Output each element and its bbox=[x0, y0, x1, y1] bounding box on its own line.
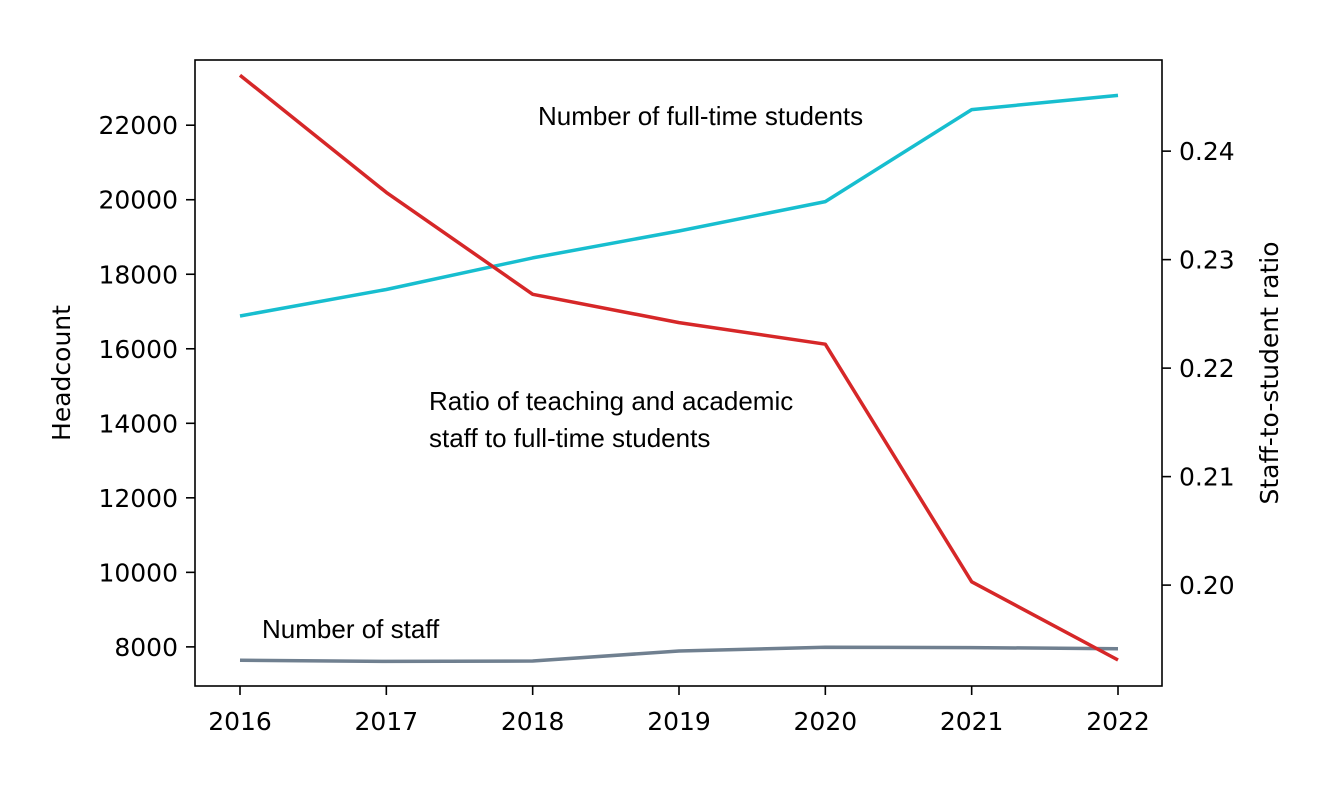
right-y-tick-label: 0.21 bbox=[1179, 463, 1235, 492]
left-y-tick-label: 14000 bbox=[98, 409, 178, 438]
series-line-number-of-staff bbox=[239, 645, 1119, 664]
left-y-axis-ticks: 8000 10000 12000 14000 16000 18000 20000 22000 bbox=[98, 111, 195, 662]
x-tick-label: 2018 bbox=[501, 707, 565, 736]
right-y-tick-label: 0.20 bbox=[1179, 571, 1235, 600]
x-tick-label: 2022 bbox=[1086, 707, 1150, 736]
annotation-students: Number of full-time students bbox=[538, 101, 863, 131]
left-y-tick-label: 18000 bbox=[98, 260, 178, 289]
annotation-staff: Number of staff bbox=[262, 614, 440, 644]
series-line-ratio-of-teaching-and-academic-staff-to-full-time-students bbox=[238, 73, 1119, 662]
x-tick-label: 2016 bbox=[208, 707, 272, 736]
series-layer bbox=[238, 73, 1119, 664]
left-y-tick-label: 12000 bbox=[98, 484, 178, 513]
left-y-tick-label: 16000 bbox=[98, 335, 178, 364]
series-line-number-of-full-time-students bbox=[239, 93, 1119, 318]
right-y-axis-ticks: 0.20 0.21 0.22 0.23 0.24 bbox=[1162, 137, 1235, 600]
right-axis-title: Staff-to-student ratio bbox=[1255, 242, 1284, 505]
left-axis-title: Headcount bbox=[47, 305, 76, 441]
annotation-ratio-line-1: Ratio of teaching and academic bbox=[429, 386, 793, 416]
right-y-tick-label: 0.22 bbox=[1179, 354, 1235, 383]
right-y-tick-label: 0.23 bbox=[1179, 246, 1235, 275]
right-y-tick-label: 0.24 bbox=[1179, 137, 1235, 166]
x-axis-ticks: 2016 2017 2018 2019 2020 2021 2022 bbox=[208, 686, 1150, 736]
annotation-ratio-line-2: staff to full-time students bbox=[429, 423, 710, 453]
left-y-tick-label: 8000 bbox=[114, 633, 178, 662]
left-y-tick-label: 22000 bbox=[98, 111, 178, 140]
x-tick-label: 2019 bbox=[647, 707, 711, 736]
left-y-tick-label: 20000 bbox=[98, 186, 178, 215]
x-tick-label: 2021 bbox=[940, 707, 1004, 736]
x-tick-label: 2020 bbox=[794, 707, 858, 736]
left-y-tick-label: 10000 bbox=[98, 558, 178, 587]
x-tick-label: 2017 bbox=[355, 707, 419, 736]
